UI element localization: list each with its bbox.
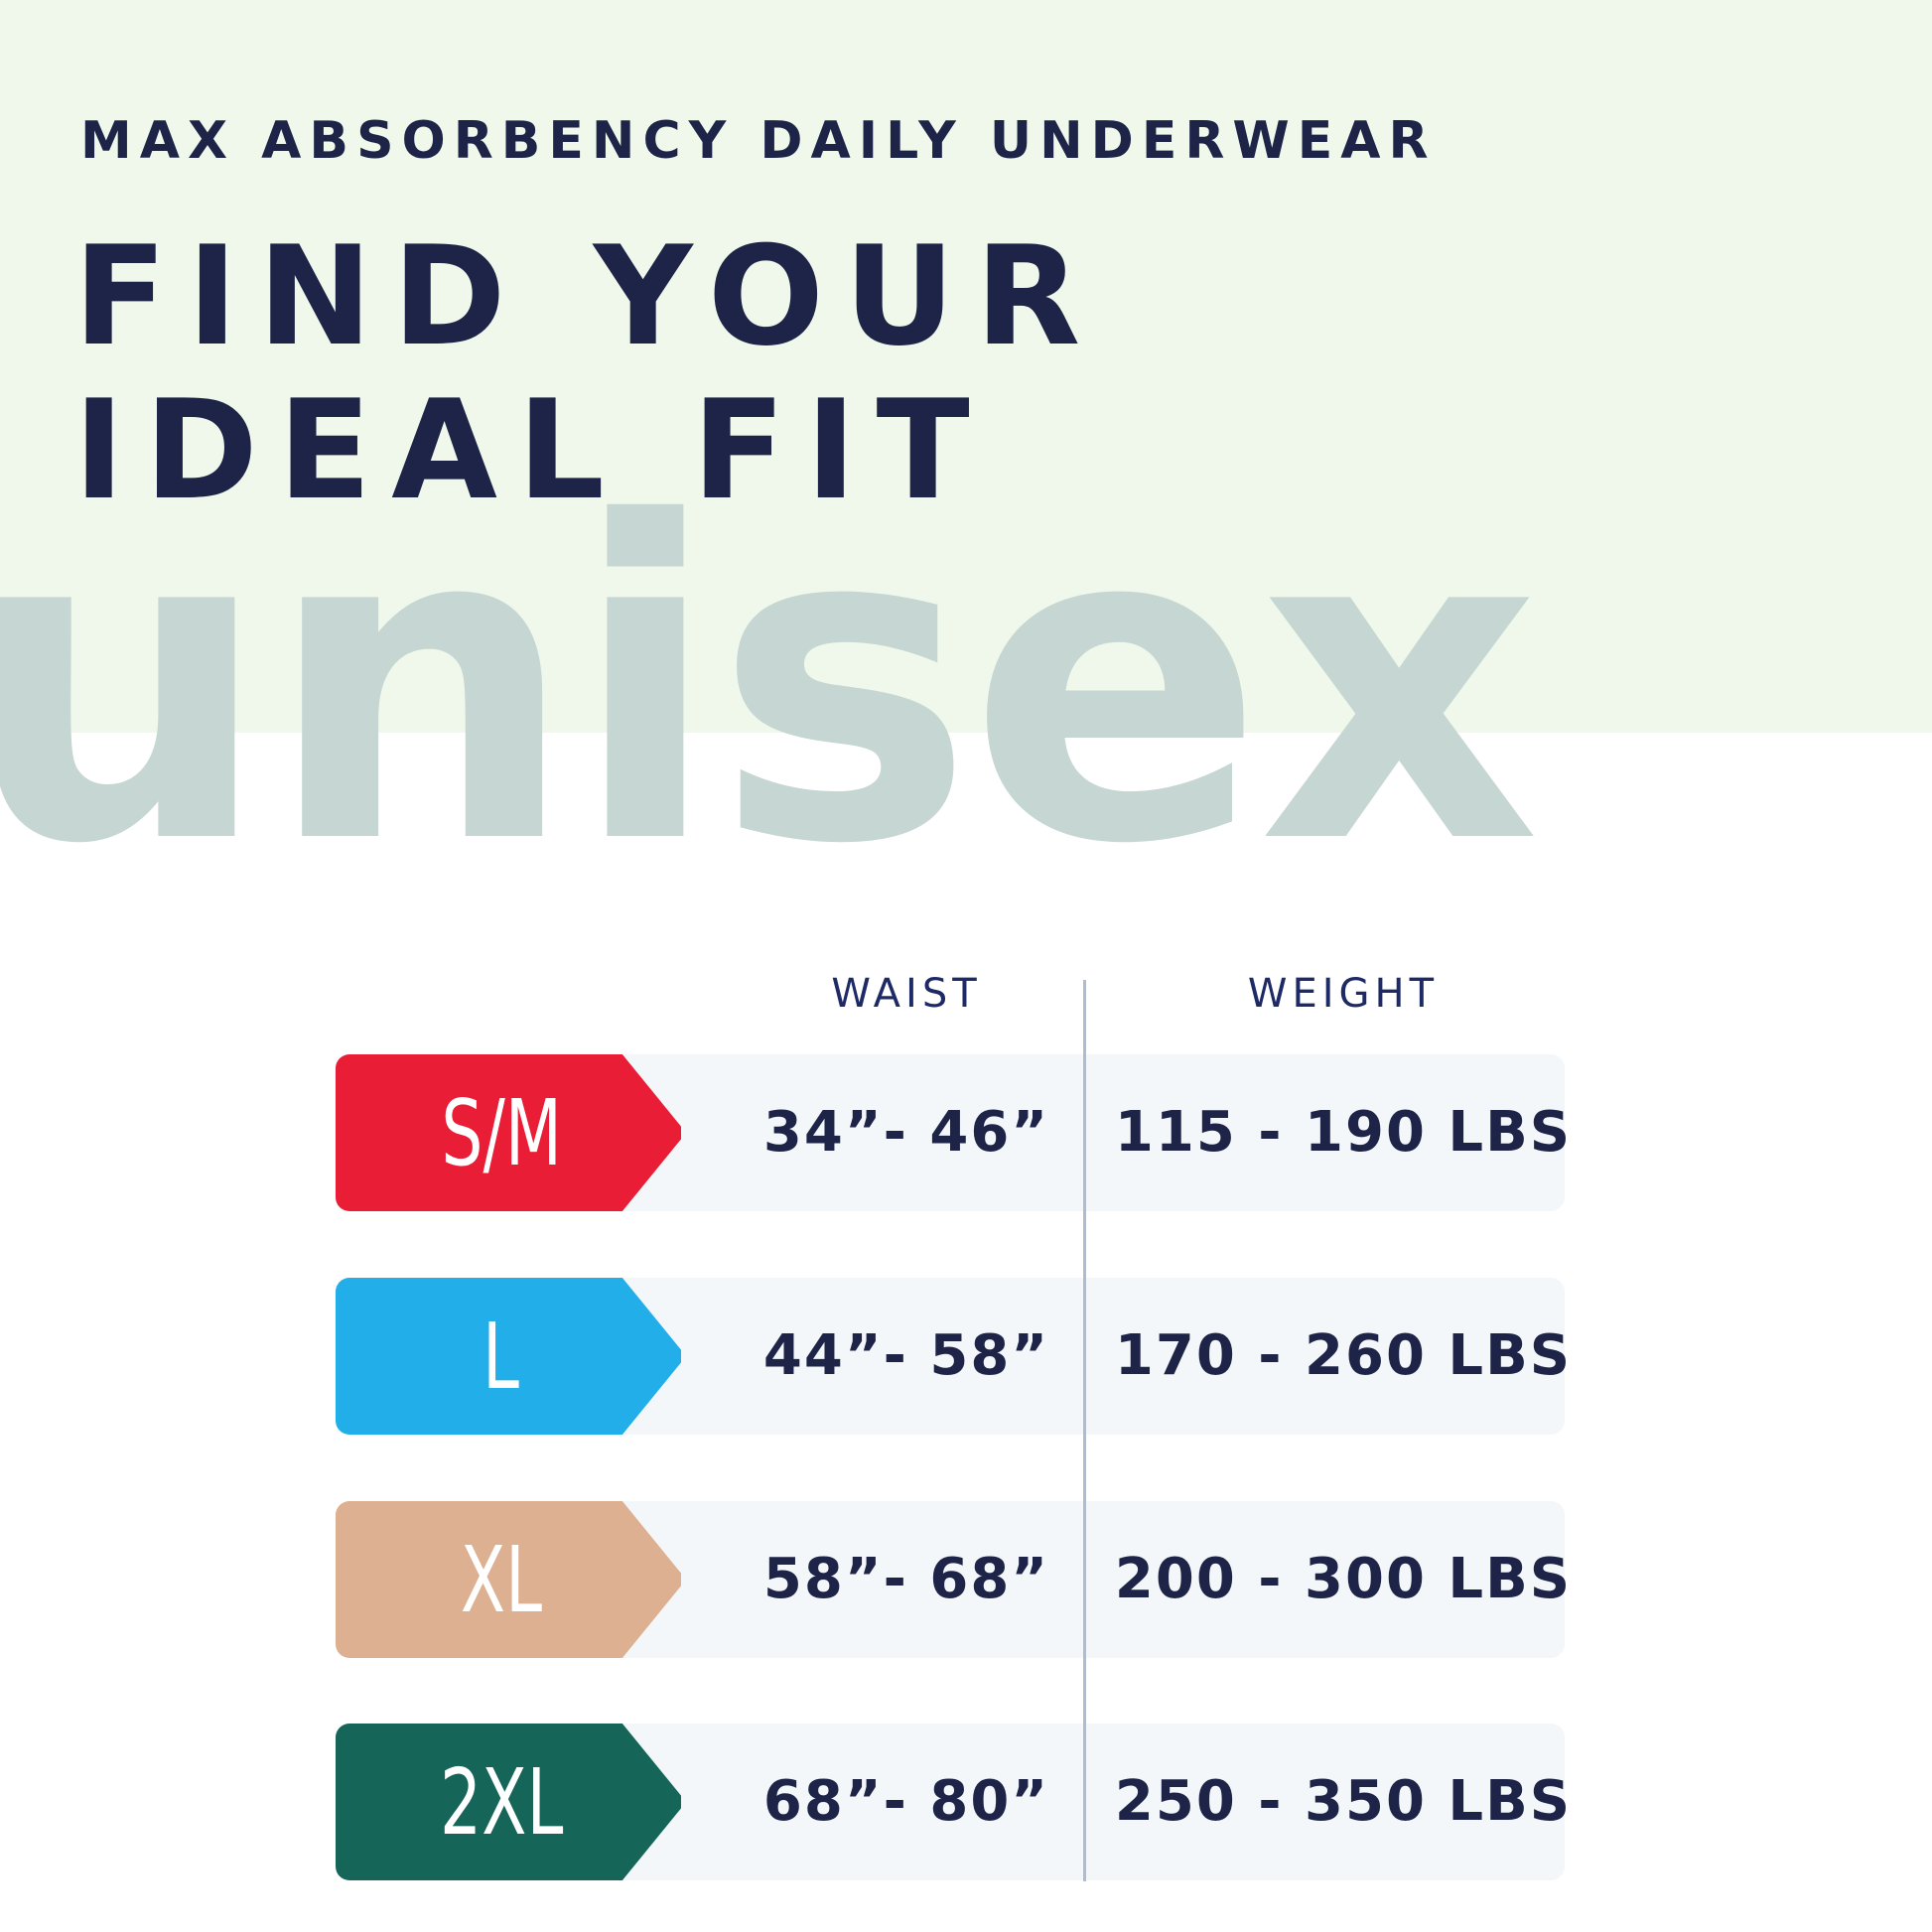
waist-value: 68”- 80” <box>762 1769 1050 1834</box>
column-divider <box>1083 980 1086 1881</box>
column-header-weight: WEIGHT <box>1247 971 1440 1017</box>
size-tag: XL <box>336 1501 681 1658</box>
waist-value: 44”- 58” <box>762 1323 1050 1388</box>
weight-value: 115 - 190 LBS <box>1114 1100 1573 1165</box>
size-tag: 2XL <box>336 1724 681 1880</box>
size-tag: S/M <box>336 1054 681 1211</box>
product-subtitle: MAX ABSORBENCY DAILY UNDERWEAR <box>80 111 1437 171</box>
size-label: 2XL <box>439 1748 564 1856</box>
size-label: S/M <box>441 1079 562 1186</box>
weight-value: 200 - 300 LBS <box>1114 1547 1573 1611</box>
size-label: L <box>483 1303 520 1410</box>
size-label: XL <box>460 1526 542 1633</box>
size-row: L 44”- 58” 170 - 260 LBS <box>336 1278 1570 1435</box>
waist-value: 58”- 68” <box>762 1547 1050 1611</box>
page-title-line2: IDEAL FIT <box>73 370 990 530</box>
unisex-watermark: unisex <box>0 431 1540 939</box>
size-row: 2XL 68”- 80” 250 - 350 LBS <box>336 1724 1570 1880</box>
size-row: XL 58”- 68” 200 - 300 LBS <box>336 1501 1570 1658</box>
column-header-waist: WAIST <box>831 971 982 1017</box>
header-band <box>0 0 1932 733</box>
page-title-line1: FIND YOUR <box>73 216 1101 376</box>
waist-value: 34”- 46” <box>762 1100 1050 1165</box>
size-tag: L <box>336 1278 681 1435</box>
weight-value: 170 - 260 LBS <box>1114 1323 1573 1388</box>
weight-value: 250 - 350 LBS <box>1114 1769 1573 1834</box>
size-row: S/M 34”- 46” 115 - 190 LBS <box>336 1054 1570 1211</box>
